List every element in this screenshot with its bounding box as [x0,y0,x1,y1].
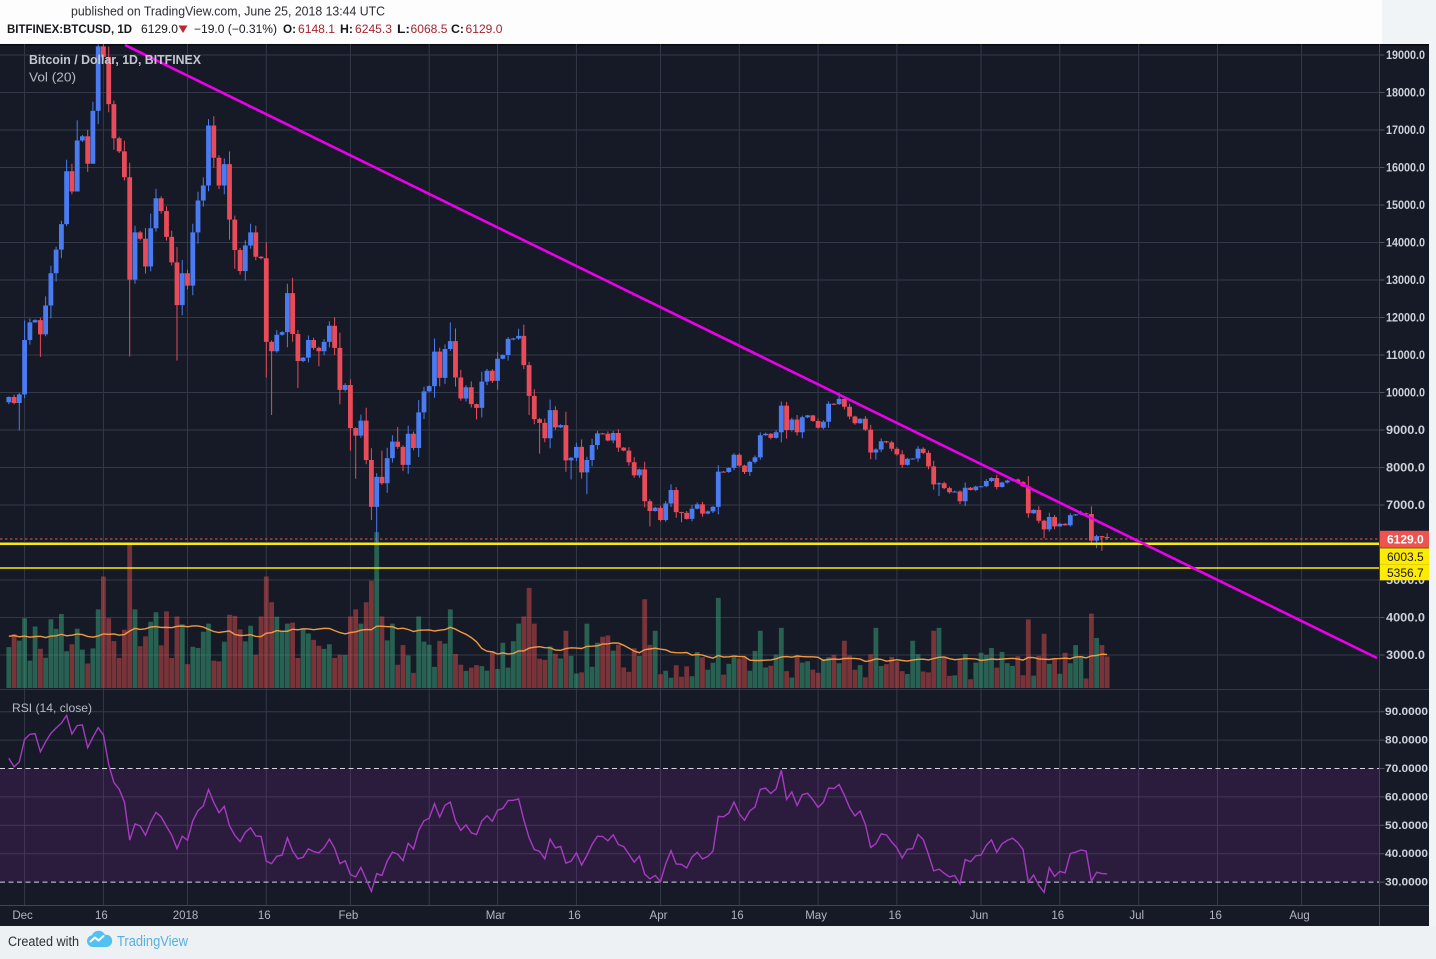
svg-text:−19.0 (−0.31%): −19.0 (−0.31%) [194,24,277,36]
svg-text:published on TradingView.com,: published on TradingView.com, June 25, 2… [71,5,385,19]
svg-text:7000.0: 7000.0 [1386,498,1425,512]
svg-text:Aug: Aug [1289,910,1309,922]
svg-text:BITFINEX:BTCUSD, 1D: BITFINEX:BTCUSD, 1D [7,24,132,36]
svg-text:Mar: Mar [486,910,506,922]
svg-text:RSI (14, close): RSI (14, close) [12,701,92,715]
svg-text:Jul: Jul [1129,910,1144,922]
svg-text:6068.5: 6068.5 [411,24,448,36]
svg-text:May: May [805,910,827,922]
svg-text:16: 16 [1209,910,1222,922]
svg-text:16: 16 [95,910,108,922]
svg-text:6129.0: 6129.0 [141,24,178,36]
svg-text:9000.0: 9000.0 [1386,423,1425,437]
svg-text:6129.0: 6129.0 [1387,532,1424,546]
svg-text:50.0000: 50.0000 [1385,820,1428,832]
svg-text:Jun: Jun [970,910,989,922]
svg-text:Created with: Created with [8,934,79,949]
svg-text:6245.3: 6245.3 [355,24,392,36]
svg-text:H:: H: [340,24,353,36]
svg-text:40.0000: 40.0000 [1385,848,1428,860]
svg-text:16: 16 [731,910,744,922]
svg-text:Apr: Apr [650,910,668,922]
svg-text:30.0000: 30.0000 [1385,877,1428,889]
svg-text:17000.0: 17000.0 [1386,123,1425,137]
svg-text:16: 16 [258,910,271,922]
svg-text:C:: C: [451,24,464,36]
svg-text:19000.0: 19000.0 [1386,48,1425,62]
svg-text:5356.7: 5356.7 [1387,566,1424,580]
svg-text:Vol (20): Vol (20) [29,71,76,85]
svg-text:Feb: Feb [338,910,358,922]
svg-text:70.0000: 70.0000 [1385,763,1428,775]
svg-text:Bitcoin / Dollar, 1D, BITFINEX: Bitcoin / Dollar, 1D, BITFINEX [29,52,201,67]
svg-text:6129.0: 6129.0 [466,24,503,36]
svg-text:60.0000: 60.0000 [1385,791,1428,803]
svg-text:3000.0: 3000.0 [1386,648,1425,662]
svg-text:10000.0: 10000.0 [1386,386,1425,400]
svg-text:L:: L: [397,24,410,36]
svg-text:18000.0: 18000.0 [1386,86,1425,100]
svg-text:O:: O: [283,24,296,36]
svg-text:8000.0: 8000.0 [1386,461,1425,475]
svg-text:80.0000: 80.0000 [1385,735,1428,747]
svg-text:90.0000: 90.0000 [1385,706,1428,718]
svg-text:16: 16 [568,910,581,922]
svg-text:16: 16 [1051,910,1064,922]
svg-text:6148.1: 6148.1 [298,24,335,36]
svg-text:12000.0: 12000.0 [1386,311,1425,325]
svg-text:14000.0: 14000.0 [1386,236,1425,250]
svg-text:16000.0: 16000.0 [1386,161,1425,175]
svg-text:4000.0: 4000.0 [1386,611,1425,625]
svg-text:16: 16 [889,910,902,922]
svg-text:13000.0: 13000.0 [1386,273,1425,287]
svg-text:15000.0: 15000.0 [1386,198,1425,212]
svg-text:TradingView: TradingView [117,934,188,950]
svg-text:6003.5: 6003.5 [1387,550,1424,564]
svg-text:11000.0: 11000.0 [1386,348,1425,362]
svg-text:2018: 2018 [173,910,199,922]
svg-text:Dec: Dec [12,910,33,922]
